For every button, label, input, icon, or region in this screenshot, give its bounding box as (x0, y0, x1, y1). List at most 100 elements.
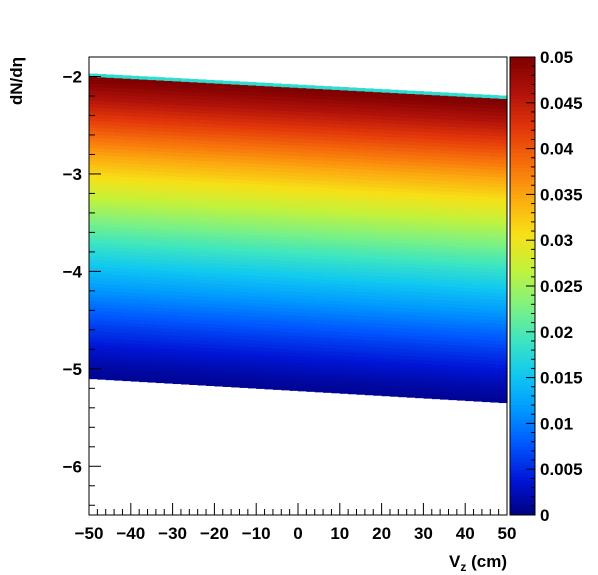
heatmap-cell (281, 179, 291, 184)
heatmap-cell (331, 273, 341, 278)
heatmap-cell (356, 258, 366, 263)
heatmap-cell (498, 337, 508, 342)
heatmap-cell (89, 239, 98, 244)
heatmap-cell (231, 240, 241, 245)
heatmap-cell (189, 140, 199, 145)
heatmap-cell (239, 231, 249, 236)
heatmap-cell (440, 337, 450, 342)
heatmap-cell (281, 240, 291, 245)
heatmap-cell (389, 144, 399, 149)
heatmap-cell (155, 100, 165, 105)
heatmap-cell (398, 195, 408, 200)
heatmap-cell (456, 226, 466, 231)
heatmap-cell (206, 365, 215, 370)
heatmap-cell (389, 229, 399, 234)
heatmap-cell (172, 288, 182, 293)
heatmap-cell (130, 343, 140, 348)
heatmap-cell (431, 160, 441, 165)
heatmap-cell (481, 203, 491, 208)
heatmap-cell (339, 318, 349, 323)
heatmap-cell (239, 125, 249, 130)
heatmap-cell (423, 353, 433, 358)
heatmap-cell (180, 288, 190, 293)
heatmap-cell (323, 184, 333, 189)
heatmap-cell (97, 168, 107, 173)
heatmap-cell (147, 273, 157, 278)
heatmap-cell (97, 263, 107, 268)
heatmap-cell (189, 170, 199, 175)
heatmap-cell (331, 117, 341, 122)
heatmap-cell (247, 367, 257, 372)
heatmap-cell (381, 341, 391, 346)
heatmap-cell (498, 341, 508, 346)
heatmap-cell (147, 205, 157, 210)
heatmap-cell (247, 265, 257, 270)
heatmap-cell (331, 287, 341, 292)
heatmap-cell (281, 328, 291, 333)
heatmap-cell (323, 211, 333, 216)
heatmap-cell (272, 158, 282, 163)
heatmap-cell (122, 305, 132, 310)
heatmap-cell (364, 360, 374, 365)
heatmap-cell (130, 147, 140, 152)
heatmap-cell (105, 355, 115, 360)
heatmap-cell (465, 298, 475, 303)
heatmap-cell (465, 131, 475, 136)
heatmap-cell (139, 293, 149, 298)
heatmap-cell (130, 75, 140, 80)
heatmap-cell (222, 209, 232, 214)
heatmap-cell (481, 367, 491, 372)
heatmap-cell (247, 221, 257, 226)
heatmap-cell (398, 171, 408, 176)
heatmap-cell (105, 98, 115, 103)
colorbar-segment (510, 411, 535, 417)
heatmap-cell (440, 283, 450, 288)
colorbar-segment (510, 251, 535, 256)
heatmap-cell (264, 229, 274, 234)
heatmap-cell (448, 389, 458, 394)
heatmap-cell (456, 236, 466, 241)
heatmap-cell (448, 280, 458, 285)
heatmap-cell (231, 244, 241, 249)
heatmap-cell (473, 312, 483, 317)
heatmap-cell (155, 294, 165, 299)
heatmap-cell (172, 335, 182, 340)
heatmap-cell (498, 364, 508, 369)
heatmap-cell (147, 192, 157, 197)
heatmap-cell (490, 374, 500, 379)
heatmap-cell (298, 179, 307, 184)
heatmap-cell (197, 181, 207, 186)
heatmap-cell (323, 368, 333, 373)
heatmap-cell (373, 374, 383, 379)
heatmap-cell (323, 361, 333, 366)
heatmap-cell (214, 121, 224, 126)
heatmap-cell (298, 166, 307, 171)
heatmap-cell (356, 302, 366, 307)
heatmap-cell (89, 297, 98, 302)
heatmap-cell (189, 78, 199, 83)
heatmap-cell (440, 208, 450, 213)
heatmap-cell (431, 187, 441, 192)
heatmap-cell (256, 201, 266, 206)
heatmap-cell (473, 339, 483, 344)
heatmap-cell (348, 288, 358, 293)
heatmap-cell (231, 138, 241, 143)
heatmap-cell (331, 304, 341, 309)
heatmap-cell (398, 93, 408, 98)
heatmap-cell (105, 267, 115, 272)
heatmap-cell (114, 166, 124, 171)
heatmap-cell (440, 235, 450, 240)
heatmap-cell (222, 345, 232, 350)
heatmap-cell (180, 200, 190, 205)
heatmap-cell (130, 187, 140, 192)
x-tick-label: −40 (116, 524, 145, 543)
heatmap-cell (155, 263, 165, 268)
heatmap-cell (389, 103, 399, 108)
heatmap-cell (415, 172, 424, 177)
heatmap-cell (247, 381, 257, 386)
colorbar-segment (510, 377, 535, 382)
heatmap-cell (289, 376, 299, 381)
heatmap-cell (172, 108, 182, 113)
heatmap-cell (298, 356, 307, 361)
heatmap-cell (348, 114, 358, 119)
